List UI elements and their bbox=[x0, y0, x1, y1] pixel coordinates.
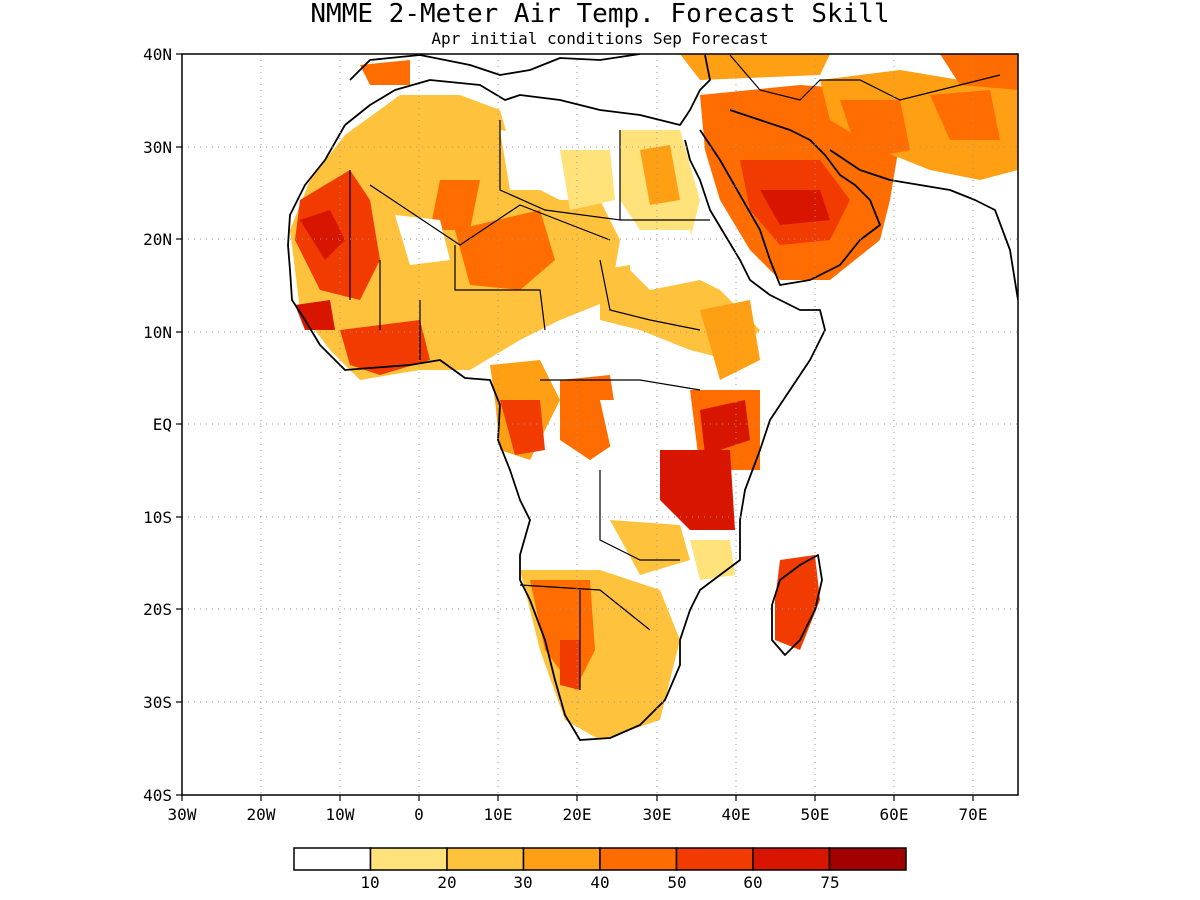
lat-label: 20N bbox=[143, 230, 172, 249]
colorbar-swatch bbox=[675, 847, 754, 871]
lat-label: 40S bbox=[143, 786, 172, 805]
map-subtitle: Apr initial conditions Sep Forecast bbox=[431, 29, 768, 48]
lat-label: 10S bbox=[143, 508, 172, 527]
lon-label: 0 bbox=[414, 805, 424, 824]
lon-label: 30E bbox=[643, 805, 672, 824]
colorbar-label: 60 bbox=[743, 873, 762, 892]
lon-label: 10E bbox=[484, 805, 513, 824]
lon-label: 60E bbox=[880, 805, 909, 824]
map-title: NMME 2-Meter Air Temp. Forecast Skill bbox=[310, 0, 889, 29]
colorbar-labels: 10 20 30 40 50 60 75 bbox=[360, 873, 839, 892]
lon-label: 20W bbox=[247, 805, 276, 824]
lon-label: 20E bbox=[563, 805, 592, 824]
colorbar-label: 40 bbox=[590, 873, 609, 892]
lat-label: 30N bbox=[143, 138, 172, 157]
lon-label: 50E bbox=[801, 805, 830, 824]
map-area bbox=[287, 54, 1018, 741]
lon-label: 30W bbox=[168, 805, 197, 824]
tick-marks bbox=[176, 53, 974, 801]
latitude-labels: 40N 30N 20N 10N EQ 10S 20S 30S 40S bbox=[143, 45, 172, 805]
colorbar-swatch bbox=[752, 847, 831, 871]
colorbar-swatch bbox=[522, 847, 601, 871]
country-borders bbox=[349, 54, 1001, 690]
colorbar-swatch bbox=[828, 847, 907, 871]
lon-label: 70E bbox=[959, 805, 988, 824]
graticule bbox=[182, 54, 1018, 795]
lon-label: 40E bbox=[722, 805, 751, 824]
colorbar-label: 75 bbox=[820, 873, 839, 892]
lon-label: 10W bbox=[326, 805, 355, 824]
colorbar bbox=[293, 847, 907, 871]
colorbar-swatch bbox=[293, 847, 372, 871]
colorbar-label: 20 bbox=[437, 873, 456, 892]
lat-label: 10N bbox=[143, 323, 172, 342]
colorbar-swatch bbox=[599, 847, 678, 871]
colorbar-label: 50 bbox=[667, 873, 686, 892]
lat-label: EQ bbox=[153, 415, 172, 434]
colorbar-swatch bbox=[369, 847, 448, 871]
colorbar-label: 10 bbox=[360, 873, 379, 892]
coastlines bbox=[287, 54, 1018, 741]
lat-label: 30S bbox=[143, 693, 172, 712]
colorbar-label: 30 bbox=[513, 873, 532, 892]
lat-label: 40N bbox=[143, 45, 172, 64]
skill-shading bbox=[290, 54, 1018, 740]
lat-label: 20S bbox=[143, 600, 172, 619]
colorbar-swatch bbox=[446, 847, 525, 871]
longitude-labels: 30W 20W 10W 0 10E 20E 30E 40E 50E 60E 70… bbox=[168, 805, 988, 824]
